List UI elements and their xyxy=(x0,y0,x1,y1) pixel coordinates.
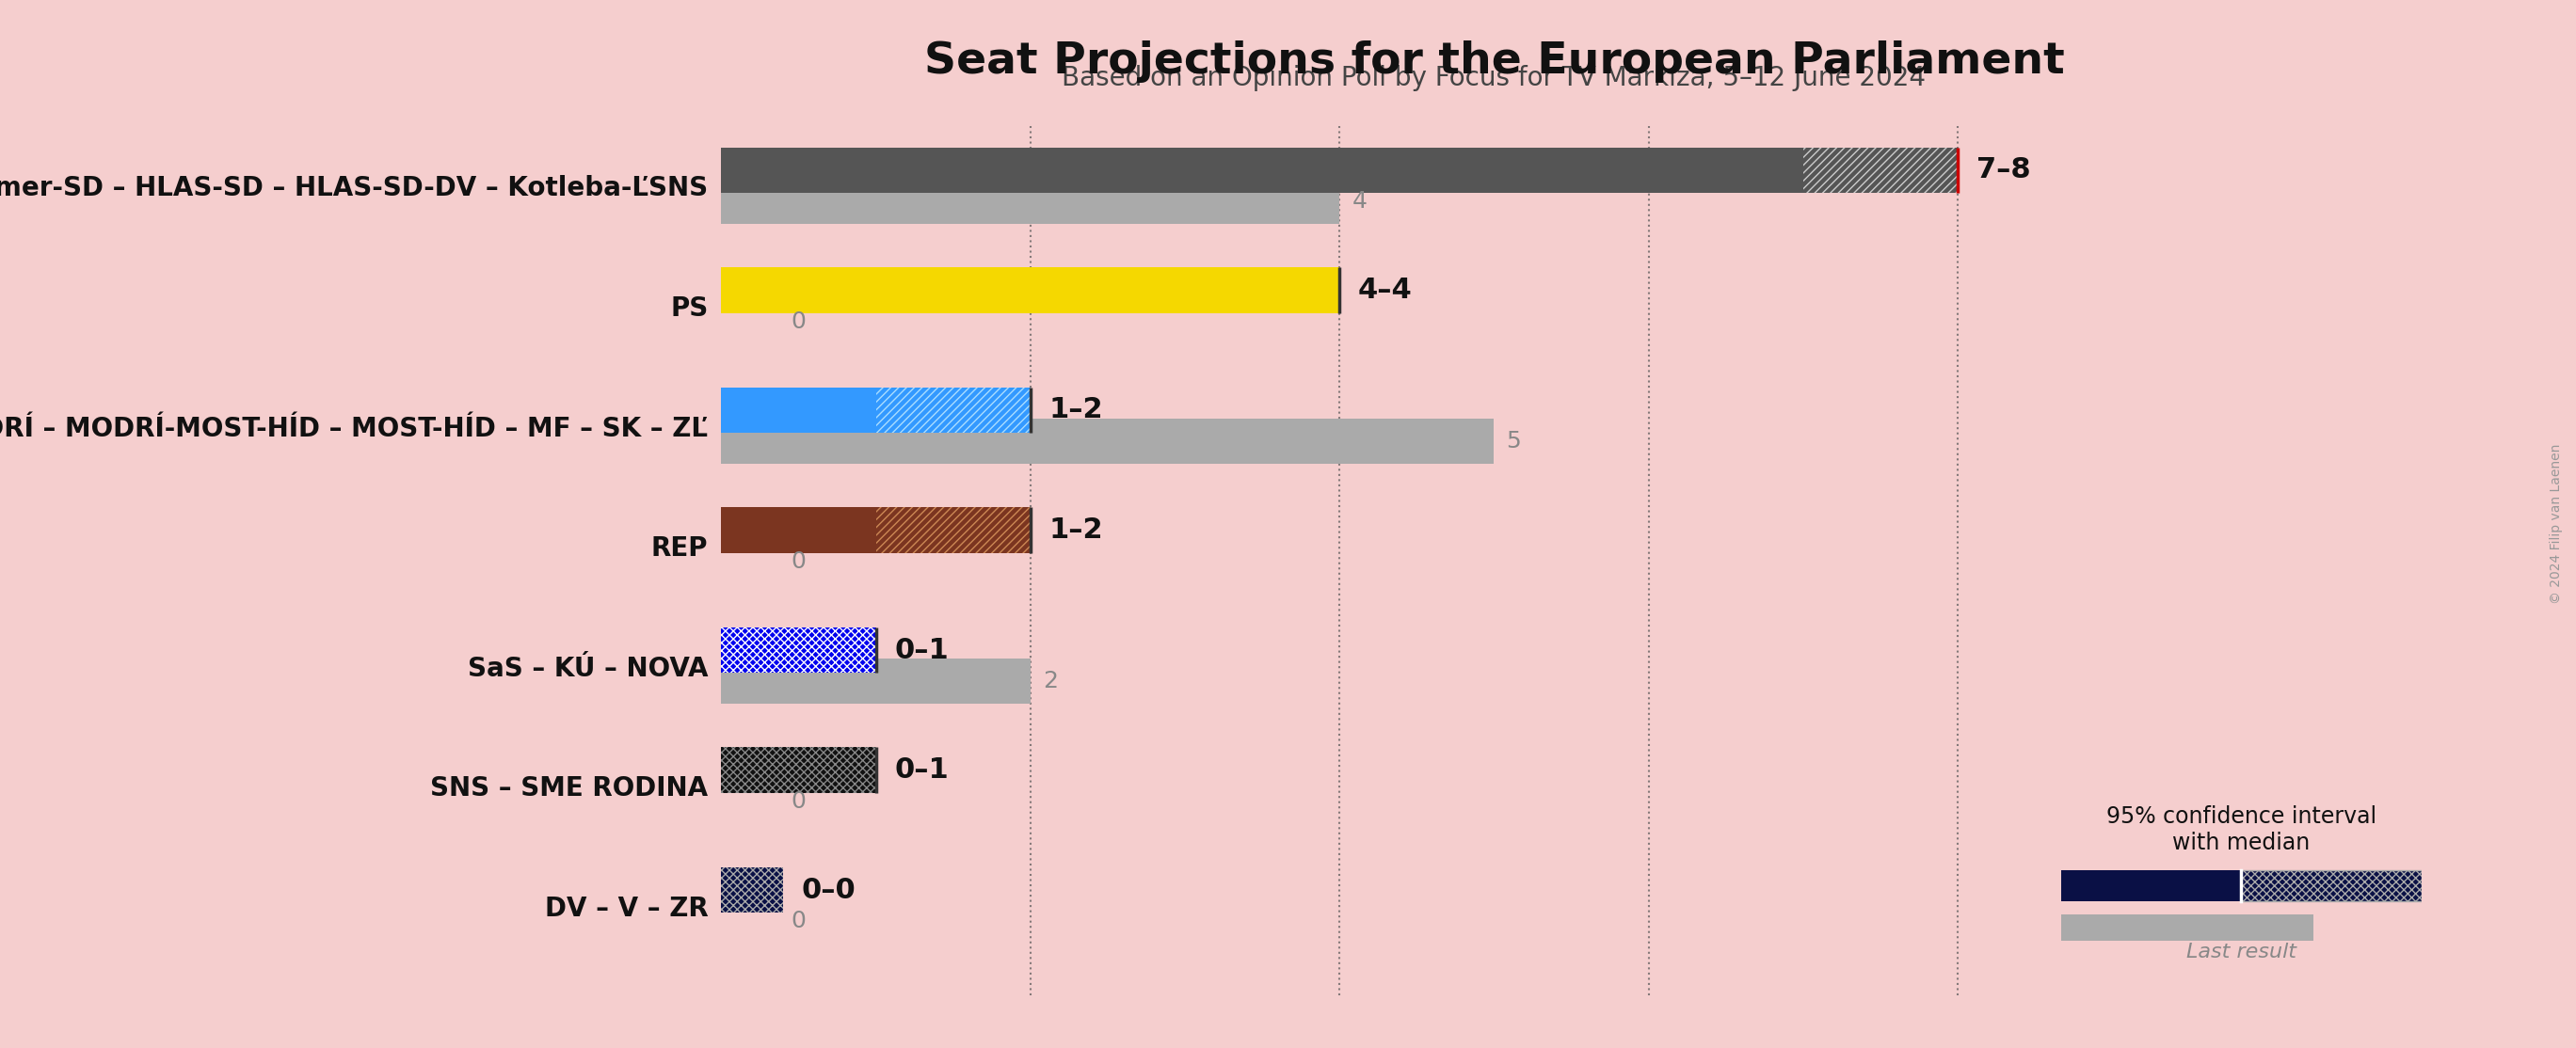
Bar xyxy=(721,747,876,793)
Bar xyxy=(721,507,876,553)
Text: 0: 0 xyxy=(791,550,806,572)
Bar xyxy=(721,388,876,433)
Text: 0–1: 0–1 xyxy=(894,757,948,784)
Text: 0: 0 xyxy=(791,910,806,933)
Text: 0–1: 0–1 xyxy=(894,636,948,663)
Bar xyxy=(721,148,1803,193)
Text: Last result: Last result xyxy=(2187,942,2295,961)
Bar xyxy=(721,868,783,913)
Text: 1–2: 1–2 xyxy=(1048,396,1103,423)
Bar xyxy=(721,178,1340,224)
Bar xyxy=(876,507,1030,553)
Text: 0: 0 xyxy=(791,310,806,332)
Text: 95% confidence interval
with median: 95% confidence interval with median xyxy=(2107,806,2375,854)
Bar xyxy=(2061,914,2313,941)
Text: Based on an Opinion Poll by Focus for TV Markíza, 5–12 June 2024: Based on an Opinion Poll by Focus for TV… xyxy=(1061,64,1927,91)
Title: Seat Projections for the European Parliament: Seat Projections for the European Parlia… xyxy=(925,41,2063,83)
Text: 5: 5 xyxy=(1507,430,1522,453)
Bar xyxy=(2061,870,2241,901)
Text: © 2024 Filip van Laenen: © 2024 Filip van Laenen xyxy=(2550,444,2563,604)
Text: 1–2: 1–2 xyxy=(1048,517,1103,544)
Text: 0: 0 xyxy=(791,790,806,812)
Text: 2: 2 xyxy=(1043,670,1059,693)
Bar xyxy=(721,267,1340,313)
Bar xyxy=(2241,870,2421,901)
Bar xyxy=(721,658,1030,704)
Bar xyxy=(1803,148,1958,193)
Bar xyxy=(721,628,876,673)
Text: 7–8: 7–8 xyxy=(1976,156,2030,183)
Text: 4: 4 xyxy=(1352,190,1368,213)
Bar xyxy=(721,418,1494,464)
Text: 4–4: 4–4 xyxy=(1358,277,1412,304)
Bar xyxy=(876,388,1030,433)
Text: 0–0: 0–0 xyxy=(801,876,855,903)
